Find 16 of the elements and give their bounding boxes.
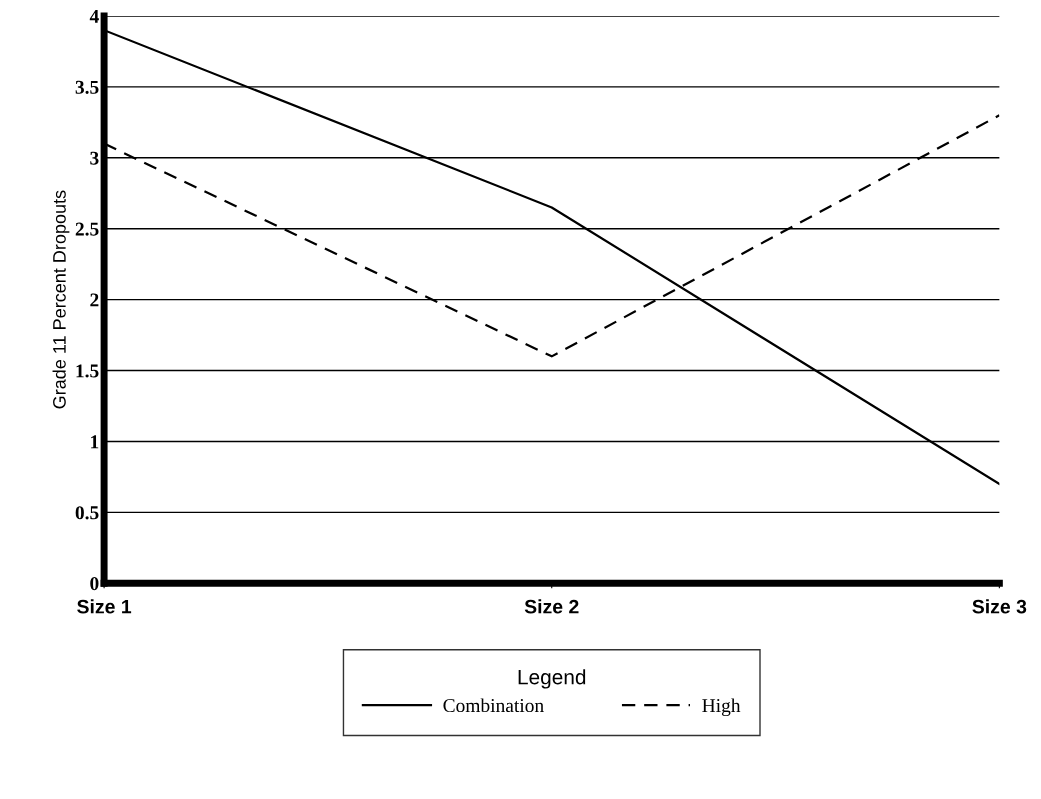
y-tick-label: 0 xyxy=(90,577,99,591)
y-tick-label: 1 xyxy=(91,435,99,449)
x-tick-label: Size 3 xyxy=(972,599,1027,614)
legend-title: Legend xyxy=(518,669,586,689)
y-tick-label: 2 xyxy=(90,293,99,307)
y-tick-label: 0.5 xyxy=(75,506,99,520)
legend-label: Combination xyxy=(443,698,544,713)
y-tick-label: 3.5 xyxy=(75,80,99,94)
y-tick-label: 3 xyxy=(90,151,99,165)
legend-label: High xyxy=(702,698,741,717)
y-tick-label: 1.5 xyxy=(76,364,99,378)
x-tick-label: Size 2 xyxy=(524,599,579,614)
y-tick-label: 2.5 xyxy=(75,222,99,236)
y-axis-title: Grade 11 Percent Dropouts xyxy=(52,190,70,409)
y-tick-label: 4 xyxy=(89,9,99,23)
x-tick-label: Size 1 xyxy=(77,599,132,614)
